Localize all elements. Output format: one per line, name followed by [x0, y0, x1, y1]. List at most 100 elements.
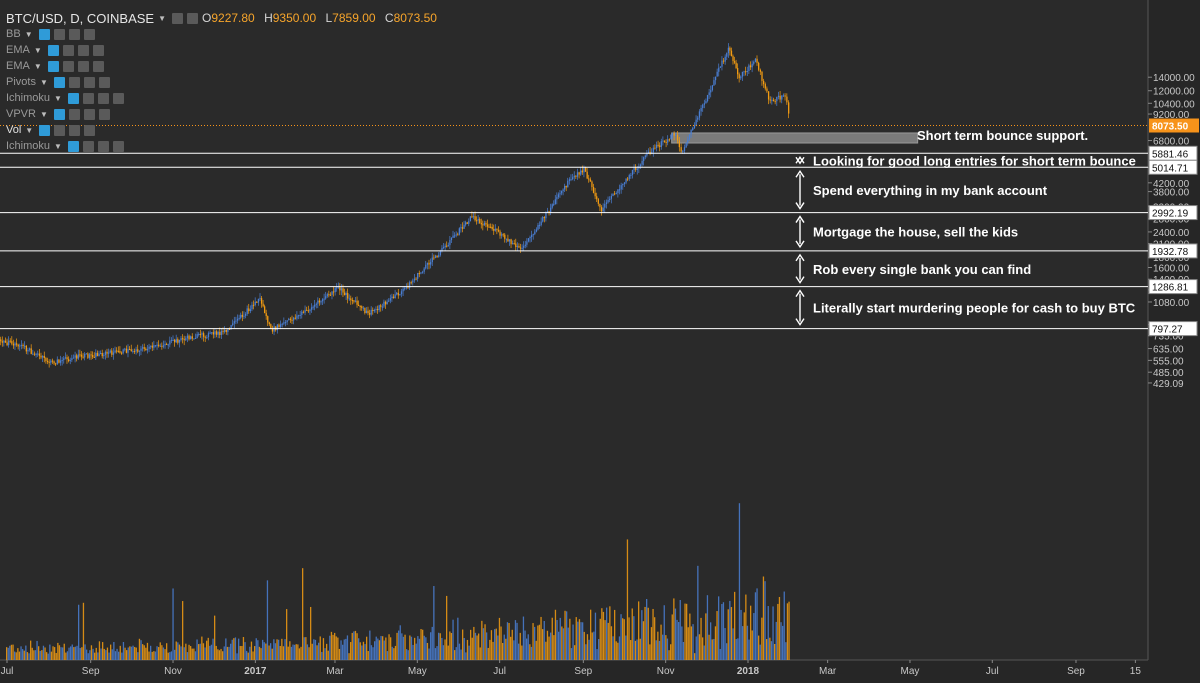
volume-bar	[193, 648, 195, 660]
settings-icon[interactable]	[54, 124, 66, 136]
close-icon[interactable]	[98, 76, 110, 88]
add-icon[interactable]	[77, 44, 89, 56]
chevron-down-icon[interactable]: ▼	[158, 13, 166, 23]
indicator-label[interactable]: Ichimoku	[6, 92, 51, 104]
close-icon[interactable]	[112, 92, 124, 104]
chevron-down-icon[interactable]: ▼	[54, 141, 62, 151]
candle-body	[420, 272, 422, 274]
candle-body	[668, 139, 671, 141]
volume-bar	[122, 642, 125, 660]
candle-body	[683, 147, 686, 151]
volume-bar	[153, 651, 155, 660]
indicator-label[interactable]: EMA	[6, 44, 30, 56]
candle-body	[690, 130, 692, 135]
volume-bar	[662, 634, 664, 660]
volume-bar	[673, 598, 675, 660]
indicator-label[interactable]: Vol	[6, 124, 22, 136]
close-icon[interactable]	[98, 108, 110, 120]
close-icon[interactable]	[84, 124, 96, 136]
eye-icon[interactable]	[38, 28, 50, 40]
candle-body	[348, 298, 350, 300]
candle-body	[550, 207, 552, 213]
candle-body	[494, 228, 497, 231]
add-icon[interactable]	[83, 76, 95, 88]
indicator-row-bb[interactable]: BB ▼	[6, 26, 443, 42]
chevron-down-icon[interactable]: ▼	[39, 109, 48, 119]
candle-body	[400, 291, 403, 295]
candle-body	[537, 224, 539, 230]
add-icon[interactable]	[77, 60, 89, 72]
settings-icon[interactable]	[68, 76, 80, 88]
add-icon[interactable]	[97, 140, 109, 152]
indicator-label[interactable]: Ichimoku	[6, 140, 51, 152]
eye-icon[interactable]	[47, 44, 59, 56]
indicator-row-vol[interactable]: Vol ▼	[6, 122, 443, 138]
chevron-down-icon[interactable]: ▼	[33, 45, 42, 55]
volume-bar	[321, 651, 323, 660]
indicator-row-pivots[interactable]: Pivots ▼	[6, 74, 443, 90]
candle-body	[0, 339, 2, 342]
time-axis-panel[interactable]	[0, 660, 1200, 683]
volume-bar	[463, 637, 465, 660]
add-icon[interactable]	[69, 124, 81, 136]
candle-body	[268, 322, 270, 325]
settings-icon[interactable]	[62, 44, 74, 56]
indicator-label[interactable]: BB	[6, 28, 21, 40]
indicator-row-ema[interactable]: EMA ▼	[6, 42, 443, 58]
close-icon[interactable]	[83, 28, 95, 40]
add-icon[interactable]	[68, 28, 80, 40]
eye-icon[interactable]	[39, 124, 51, 136]
candle-body	[159, 345, 161, 347]
close-icon[interactable]	[92, 44, 104, 56]
volume-bar	[340, 640, 342, 660]
indicator-row-ema[interactable]: EMA ▼	[6, 58, 443, 74]
eye-icon[interactable]	[47, 60, 59, 72]
candle-body	[135, 349, 137, 352]
chevron-down-icon[interactable]: ▼	[54, 93, 62, 103]
candle-body	[185, 338, 187, 341]
indicator-label[interactable]: VPVR	[6, 108, 36, 120]
volume-bar	[68, 647, 70, 660]
volume-bar	[708, 634, 710, 660]
indicator-row-ichimoku[interactable]: Ichimoku ▼	[6, 90, 443, 106]
eye-icon[interactable]	[53, 76, 65, 88]
candle-body	[501, 234, 503, 236]
settings-icon[interactable]	[172, 12, 183, 24]
close-icon[interactable]	[112, 140, 124, 152]
settings-icon[interactable]	[68, 108, 80, 120]
support-zone-box[interactable]	[671, 132, 919, 144]
annotation-text: Spend everything in my bank account	[813, 183, 1048, 198]
close-icon[interactable]	[92, 60, 104, 72]
settings-icon[interactable]	[82, 140, 94, 152]
price-axis-panel[interactable]	[1148, 0, 1200, 683]
candle-body	[318, 300, 321, 303]
settings-icon[interactable]	[82, 92, 94, 104]
eye-icon[interactable]	[67, 92, 79, 104]
add-icon[interactable]	[83, 108, 95, 120]
volume-bar	[214, 615, 216, 660]
volume-bar	[479, 647, 481, 660]
settings-icon[interactable]	[53, 28, 65, 40]
indicator-row-vpvr[interactable]: VPVR ▼	[6, 106, 443, 122]
volume-bar	[514, 620, 517, 660]
indicator-label[interactable]: EMA	[6, 60, 30, 72]
volume-bar	[506, 622, 509, 660]
chevron-down-icon[interactable]: ▼	[39, 77, 48, 87]
settings-icon[interactable]	[62, 60, 74, 72]
add-icon[interactable]	[97, 92, 109, 104]
volume-bar	[577, 621, 579, 660]
indicator-row-ichimoku[interactable]: Ichimoku ▼	[6, 138, 443, 154]
chevron-down-icon[interactable]: ▼	[33, 61, 42, 71]
eye-icon[interactable]	[67, 140, 79, 152]
chevron-down-icon[interactable]: ▼	[25, 125, 34, 135]
candle-body	[527, 238, 530, 242]
candle-body	[485, 223, 487, 225]
symbol-label[interactable]: BTC/USD, D, COINBASE	[6, 10, 155, 26]
eye-icon[interactable]	[53, 108, 65, 120]
indicator-label[interactable]: Pivots	[6, 76, 36, 88]
chevron-down-icon[interactable]: ▼	[24, 29, 33, 39]
compare-icon[interactable]	[187, 12, 198, 24]
candle-body	[703, 103, 706, 105]
volume-bar	[647, 607, 649, 660]
